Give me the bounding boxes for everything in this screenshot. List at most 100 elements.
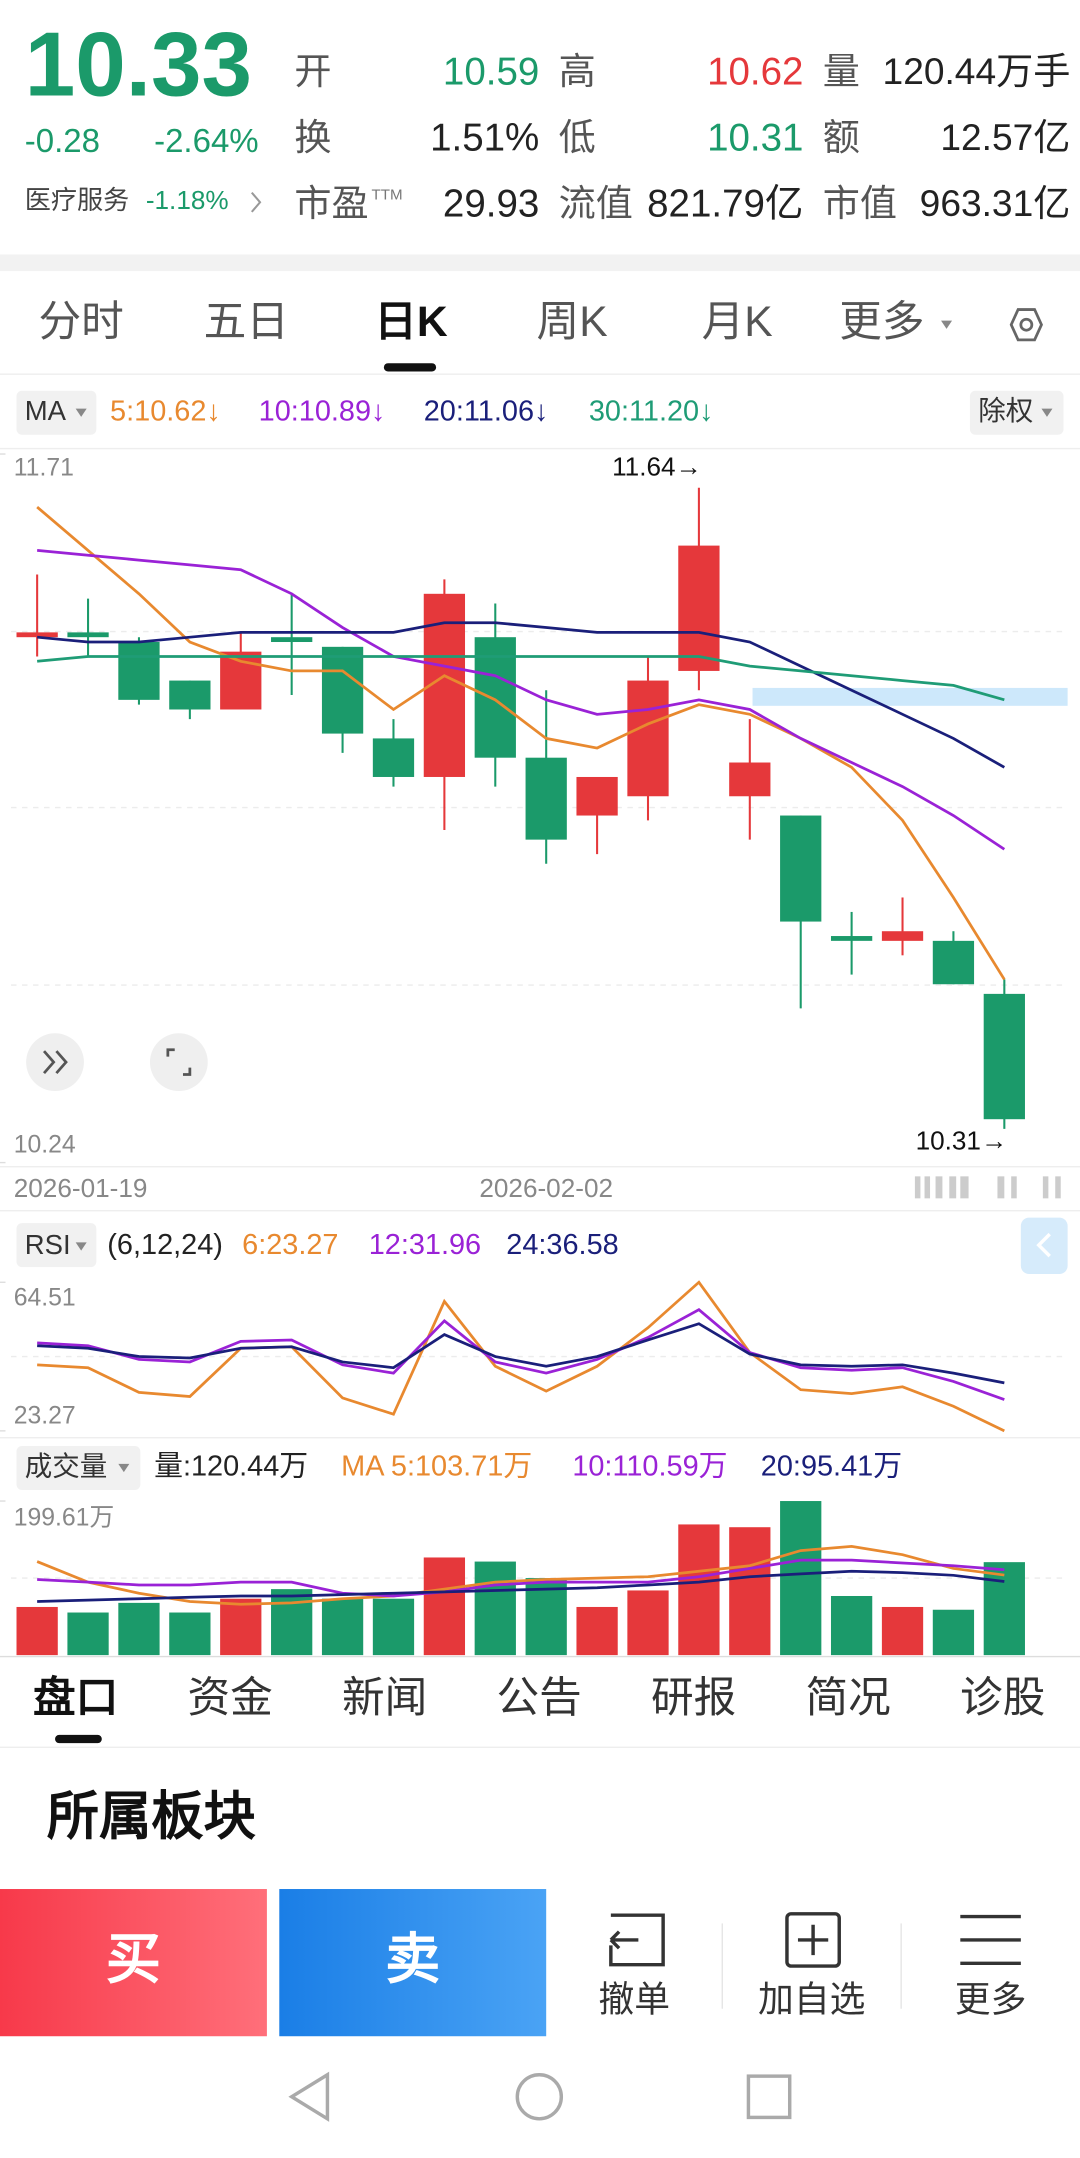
indicator-select[interactable] <box>16 390 97 435</box>
candle-body <box>983 993 1025 1120</box>
sector-change: -1.18% <box>146 185 229 215</box>
action-icons <box>609 1912 1021 1968</box>
tab[interactable]: 五日 <box>204 298 289 346</box>
volume-bar <box>271 1589 313 1656</box>
candle-body <box>678 545 720 671</box>
volume-bar <box>932 1609 975 1656</box>
volume-bar <box>169 1612 211 1656</box>
candle-body <box>932 940 975 985</box>
bottom-tab[interactable]: 盘口 <box>33 1674 118 1722</box>
dropdown-icon <box>75 408 87 417</box>
x-tick-label: 2026-02-02 <box>479 1173 613 1203</box>
volume-bar <box>983 1562 1025 1656</box>
volume-legend: MA 5:103.71万 <box>341 1451 532 1483</box>
ma-legend: 10:10.89↓ <box>259 395 386 427</box>
fullscreen-icon <box>166 1048 192 1076</box>
candle-body <box>627 680 669 797</box>
fullscreen-button[interactable] <box>149 1033 208 1092</box>
chevron-icon[interactable] <box>250 191 262 213</box>
high-label: 11.64→ <box>612 451 702 481</box>
stat-value: 10.62 <box>707 50 803 93</box>
action-label[interactable]: 撤单 <box>598 1979 670 2019</box>
buy-button[interactable] <box>0 1889 267 2037</box>
candle-body <box>271 637 313 643</box>
rsi-legend: 12:31.96 <box>369 1229 481 1261</box>
collapse-button[interactable] <box>1020 1217 1068 1275</box>
volume-legend: 量:120.44万 <box>154 1451 308 1483</box>
settings-icon <box>1019 317 1034 332</box>
change-percent: -2.64% <box>154 122 259 159</box>
sector[interactable]: 医疗服务 <box>25 185 129 215</box>
price: 10.33 <box>25 15 252 116</box>
volume-bar <box>220 1598 262 1656</box>
volume-bar <box>678 1524 720 1656</box>
volume-bar <box>16 1606 58 1656</box>
volume-ma-line <box>37 1558 1005 1598</box>
nav-bar <box>288 2071 792 2122</box>
volume-bar <box>118 1602 160 1656</box>
ma-line <box>36 505 1006 981</box>
stat-value: 10.31 <box>707 117 803 160</box>
volume-bar <box>780 1501 822 1656</box>
expand-icon <box>42 1050 56 1075</box>
volume-bar <box>576 1606 618 1656</box>
y-tick-label: 64.51 <box>14 1284 76 1311</box>
stat-value: 12.57亿 <box>940 116 1070 158</box>
adjust-select[interactable] <box>969 390 1064 435</box>
bottom-tab[interactable]: 研报 <box>651 1674 736 1722</box>
settings-icon[interactable] <box>1009 308 1043 342</box>
adjust-label[interactable]: 除权 <box>978 395 1033 426</box>
indicator-name[interactable]: RSI <box>25 1229 71 1260</box>
tab[interactable]: 月K <box>702 298 773 346</box>
dropdown-icon[interactable] <box>941 320 953 329</box>
stat-label: 开 <box>294 50 331 92</box>
action-label[interactable]: 更多 <box>955 1979 1027 2019</box>
bottom-tab[interactable]: 公告 <box>497 1674 582 1722</box>
tab[interactable]: 周K <box>537 298 608 346</box>
volume-bar <box>881 1606 924 1656</box>
indicator-name[interactable]: 成交量 <box>25 1450 107 1481</box>
x-tick-label: 2026-01-19 <box>14 1173 148 1203</box>
stat-value: 821.79亿 <box>647 183 803 226</box>
tab[interactable]: 更多 <box>839 298 924 346</box>
volume-legend: 20:95.41万 <box>761 1451 902 1483</box>
tab-indicator <box>55 1734 102 1744</box>
ma-legend: 5:10.62↓ <box>110 395 221 427</box>
highlight-zone <box>752 687 1068 706</box>
bottom-tab[interactable]: 诊股 <box>960 1674 1045 1722</box>
candle-body <box>118 642 160 700</box>
dropdown-icon <box>1041 408 1053 417</box>
ma-legend: 20:11.06↓ <box>424 395 549 427</box>
volume-bar <box>525 1578 567 1656</box>
tab[interactable]: 日K <box>374 298 448 346</box>
rsi-line <box>37 1308 1005 1401</box>
action-label[interactable]: 加自选 <box>758 1979 865 2019</box>
sell-button[interactable] <box>279 1889 547 2037</box>
indicator-select[interactable] <box>16 1223 97 1268</box>
bottom-tab[interactable]: 资金 <box>188 1674 273 1722</box>
rsi-params: (6,12,24) <box>107 1229 223 1261</box>
stat-value: 29.93 <box>443 183 539 226</box>
separator <box>0 254 1080 272</box>
candle-body <box>576 776 618 816</box>
tab-indicator <box>383 363 437 372</box>
candle-body <box>780 815 822 922</box>
stat-label: 量 <box>823 50 860 92</box>
tab[interactable]: 分时 <box>39 298 124 346</box>
indicator-name[interactable]: MA <box>25 395 67 426</box>
bottom-tab[interactable]: 新闻 <box>342 1674 427 1722</box>
stat-label: 换 <box>294 116 331 158</box>
rsi-line <box>37 1280 1005 1433</box>
stat-value: 963.31亿 <box>920 182 1071 224</box>
buy-label[interactable]: 买 <box>106 1928 161 1990</box>
section <box>0 1747 1080 1890</box>
volume-bar <box>627 1590 669 1656</box>
y-tick-label: 11.71 <box>14 455 74 482</box>
bottom-tab[interactable]: 简况 <box>806 1674 891 1722</box>
sell-label[interactable]: 卖 <box>385 1928 440 1990</box>
stat-label: 额 <box>823 116 860 158</box>
rsi-legend: 24:36.58 <box>506 1229 618 1261</box>
volume-bar <box>372 1598 415 1656</box>
stat-value: 10.59 <box>443 50 539 93</box>
indicator-select[interactable] <box>16 1446 141 1491</box>
